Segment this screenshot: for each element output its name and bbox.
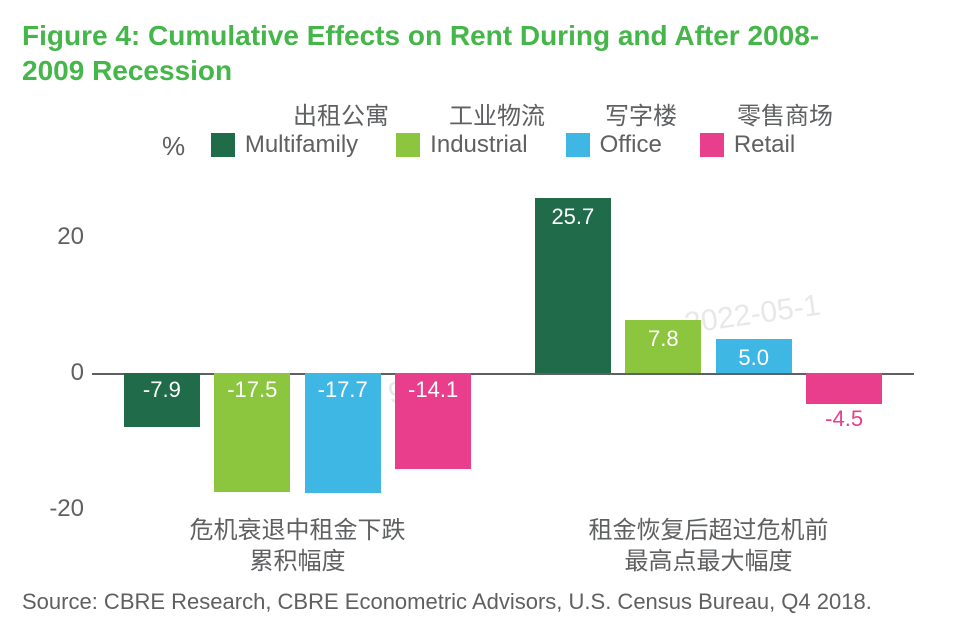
legend-swatch-2 bbox=[566, 133, 590, 157]
x-label-1: 租金恢复后超过危机前 最高点最大幅度 bbox=[503, 515, 914, 577]
bar-slot: 5.0 bbox=[709, 169, 799, 509]
legend-en-3: Retail bbox=[700, 131, 795, 159]
bar-slot: -4.5 bbox=[799, 169, 889, 509]
y-axis-unit: % bbox=[162, 131, 185, 162]
legend: 出租公寓 工业物流 写字楼 零售商场 % Multifamily Industrial O… bbox=[92, 96, 914, 159]
bar-group-0: -7.9 -17.5 -17.7 -14.1 bbox=[92, 169, 503, 509]
plot-area: 92202022-05-1 -7.9-17.5-17.7-14.125.77.8… bbox=[92, 169, 914, 509]
bar-slot: -7.9 bbox=[117, 169, 207, 509]
bar-value-label: 5.0 bbox=[738, 345, 769, 371]
bar-groups: -7.9 -17.5 -17.7 -14.1 25.7 7.8 5.0 -4.5 bbox=[92, 169, 914, 509]
bar: 25.7 bbox=[535, 198, 611, 373]
bar-value-label: -17.7 bbox=[318, 377, 368, 403]
y-axis: -20020 bbox=[22, 169, 92, 509]
legend-cn-1: 工业物流 bbox=[449, 96, 545, 131]
legend-label-0: Multifamily bbox=[245, 131, 358, 159]
figure-title: Figure 4: Cumulative Effects on Rent Dur… bbox=[22, 18, 944, 88]
y-tick: -20 bbox=[49, 495, 84, 523]
bar: -7.9 bbox=[124, 373, 200, 427]
bar: -17.5 bbox=[214, 373, 290, 492]
bar-group-1: 25.7 7.8 5.0 -4.5 bbox=[503, 169, 914, 509]
bars: -7.9 -17.5 -17.7 -14.1 bbox=[117, 169, 479, 509]
x-label-0: 危机衰退中租金下跌 累积幅度 bbox=[92, 515, 503, 577]
legend-swatch-0 bbox=[211, 133, 235, 157]
title-line-1: Figure 4: Cumulative Effects on Rent Dur… bbox=[22, 20, 819, 51]
legend-cn-2: 写字楼 bbox=[605, 96, 677, 131]
x-axis-labels: 危机衰退中租金下跌 累积幅度租金恢复后超过危机前 最高点最大幅度 bbox=[92, 515, 914, 577]
bar-value-label: 25.7 bbox=[551, 204, 594, 230]
legend-cn-0: 出租公寓 bbox=[293, 96, 389, 131]
bar-value-label: -17.5 bbox=[227, 377, 277, 403]
legend-label-1: Industrial bbox=[430, 131, 527, 159]
bar-slot: -14.1 bbox=[388, 169, 478, 509]
legend-label-3: Retail bbox=[734, 131, 795, 159]
legend-label-2: Office bbox=[600, 131, 662, 159]
chart-area: -20020 92202022-05-1 -7.9-17.5-17.7-14.1… bbox=[22, 169, 944, 509]
bar-slot: 25.7 bbox=[528, 169, 618, 509]
bars: 25.7 7.8 5.0 -4.5 bbox=[528, 169, 890, 509]
legend-en-2: Office bbox=[566, 131, 662, 159]
bar-slot: -17.5 bbox=[207, 169, 297, 509]
legend-swatch-3 bbox=[700, 133, 724, 157]
title-line-2: 2009 Recession bbox=[22, 55, 232, 86]
bar: 7.8 bbox=[625, 320, 701, 373]
legend-en-0: Multifamily bbox=[211, 131, 358, 159]
source-caption: Source: CBRE Research, CBRE Econometric … bbox=[22, 589, 944, 615]
legend-swatch-1 bbox=[396, 133, 420, 157]
bar-value-label: -7.9 bbox=[143, 377, 181, 403]
bar-value-label: 7.8 bbox=[648, 326, 679, 352]
bar: 5.0 bbox=[716, 339, 792, 373]
legend-en-1: Industrial bbox=[396, 131, 527, 159]
bar-value-label: -14.1 bbox=[408, 377, 458, 403]
bar: -14.1 bbox=[395, 373, 471, 469]
bar: -17.7 bbox=[305, 373, 381, 493]
bar-value-label: -4.5 bbox=[825, 406, 863, 432]
bar-slot: 7.8 bbox=[618, 169, 708, 509]
bar: -4.5 bbox=[806, 373, 882, 404]
legend-row-cn: 出租公寓 工业物流 写字楼 零售商场 bbox=[212, 96, 914, 131]
legend-row-en: % Multifamily Industrial Office Retail bbox=[92, 131, 914, 159]
bar-slot: -17.7 bbox=[298, 169, 388, 509]
y-tick: 20 bbox=[57, 223, 84, 251]
y-tick: 0 bbox=[71, 359, 84, 387]
legend-cn-3: 零售商场 bbox=[737, 96, 833, 131]
